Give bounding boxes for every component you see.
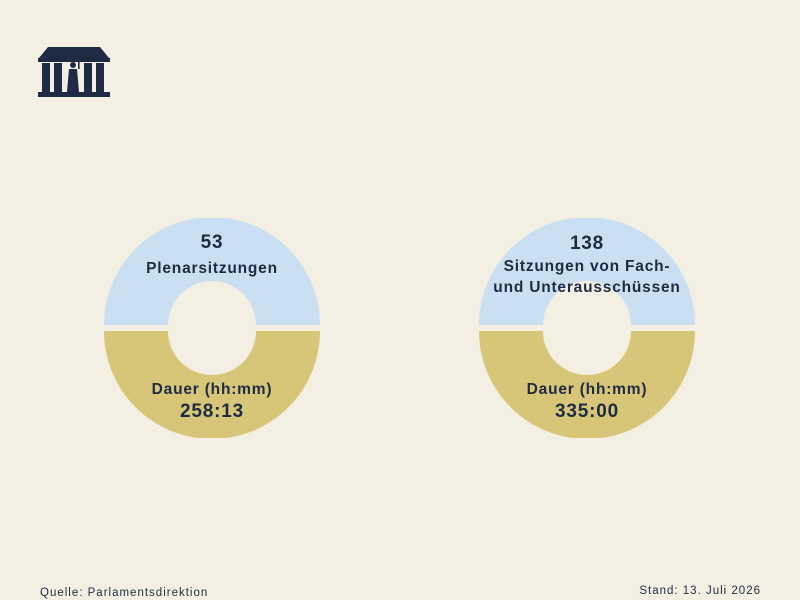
committee-duration-label: Dauer (hh:mm) (526, 381, 648, 398)
donut-bottom-half (479, 331, 695, 438)
donut-chart-ausschuesse: 138 Sitzungen von Fach- und Unterausschü… (477, 218, 697, 438)
parliament-logo-icon (38, 44, 110, 98)
donut-chart-plenarsitzungen: 53 Plenarsitzungen Dauer (hh:mm) 258:13 (102, 218, 322, 438)
source-note: Quelle: Parlamentsdirektion (40, 587, 209, 599)
donut-bottom-half (104, 331, 320, 438)
date-note: Stand: 13. Juli 2026 (639, 585, 761, 597)
committee-count: 138 (569, 233, 605, 254)
plenary-label: Plenarsitzungen (146, 260, 278, 277)
committee-duration-value: 335:00 (555, 401, 619, 422)
donut-top-half (104, 218, 320, 325)
committee-label: Sitzungen von Fach- und Unterausschüssen (493, 258, 681, 296)
donut-top-half (479, 218, 695, 325)
plenary-count: 53 (200, 232, 224, 253)
plenary-duration-value: 258:13 (180, 401, 244, 422)
plenary-duration-label: Dauer (hh:mm) (151, 381, 273, 398)
